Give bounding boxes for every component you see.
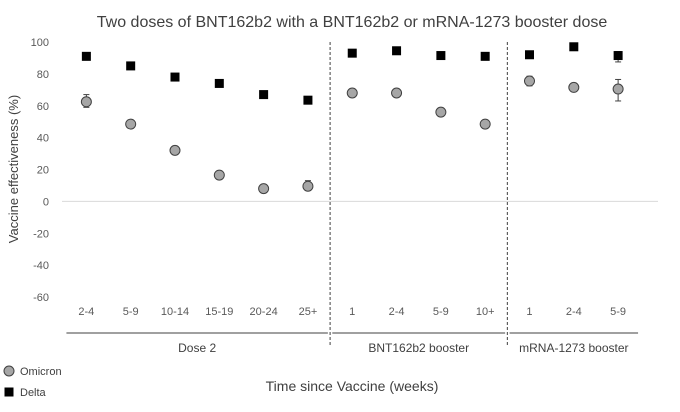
axis-layer: 100 80 60 40 20 0 -20 -40 -60 2-4 5-9 10-14 15-19 20-… [31, 37, 658, 355]
group-label: BNT162b2 booster [368, 341, 469, 355]
delta-point [170, 72, 180, 82]
delta-point [524, 50, 534, 60]
y-tick-label: 0 [43, 196, 49, 208]
omicron-point [479, 118, 491, 130]
omicron-point [258, 183, 270, 195]
y-tick-label: 60 [37, 101, 49, 113]
omicron-point [302, 180, 314, 192]
omicron-point [346, 87, 358, 99]
x-tick-label: 25+ [299, 306, 318, 318]
y-tick-label: 20 [37, 165, 49, 177]
x-tick-label: 15-19 [205, 306, 233, 318]
delta-point [214, 78, 224, 88]
x-axis-label: Time since Vaccine (weeks) [266, 378, 439, 394]
omicron-point [612, 83, 624, 95]
x-tick-label: 5-9 [433, 306, 449, 318]
y-tick-label: 40 [37, 133, 49, 145]
y-tick-label: -20 [33, 228, 49, 240]
x-tick-label: 1 [349, 306, 355, 318]
y-tick-label: -60 [33, 292, 49, 304]
omicron-point [391, 87, 403, 99]
group-label: mRNA-1273 booster [519, 341, 628, 355]
x-tick-label: 2-4 [389, 306, 405, 318]
x-tick-label: 1 [526, 306, 532, 318]
delta-point [480, 51, 490, 61]
omicron-point [213, 169, 225, 181]
omicron-point [568, 81, 580, 93]
y-tick-label: 80 [37, 69, 49, 81]
delta-point [81, 51, 91, 61]
delta-point [347, 48, 357, 58]
legend-label-delta: Delta [20, 387, 47, 399]
omicron-point [80, 96, 92, 108]
y-tick-label: 100 [31, 37, 49, 49]
omicron-point [169, 144, 181, 156]
chart-title: Two doses of BNT162b2 with a BNT162b2 or… [97, 14, 608, 31]
delta-point [569, 42, 579, 52]
delta-point [613, 51, 623, 61]
x-tick-label: 2-4 [78, 306, 94, 318]
x-tick-label: 5-9 [123, 306, 139, 318]
x-tick-label: 2-4 [566, 306, 582, 318]
omicron-point [523, 75, 535, 87]
x-tick-label: 10-14 [161, 306, 189, 318]
delta-point [126, 61, 136, 71]
y-tick-label: -40 [33, 260, 49, 272]
delta-point [392, 46, 402, 56]
marks-layer [80, 42, 624, 195]
x-tick-label: 5-9 [610, 306, 626, 318]
y-axis-label: Vaccine effectiveness (%) [6, 95, 21, 243]
omicron-point [125, 118, 137, 130]
legend: Omicron Delta [3, 365, 62, 399]
legend-marker-delta [4, 387, 14, 397]
delta-point [259, 90, 269, 100]
x-tick-label: 10+ [476, 306, 495, 318]
delta-point [436, 51, 446, 61]
delta-point [303, 95, 313, 105]
omicron-point [435, 106, 447, 118]
legend-label-omicron: Omicron [20, 366, 62, 378]
group-label: Dose 2 [178, 341, 216, 355]
legend-marker-omicron [3, 365, 15, 377]
x-tick-label: 20-24 [250, 306, 278, 318]
